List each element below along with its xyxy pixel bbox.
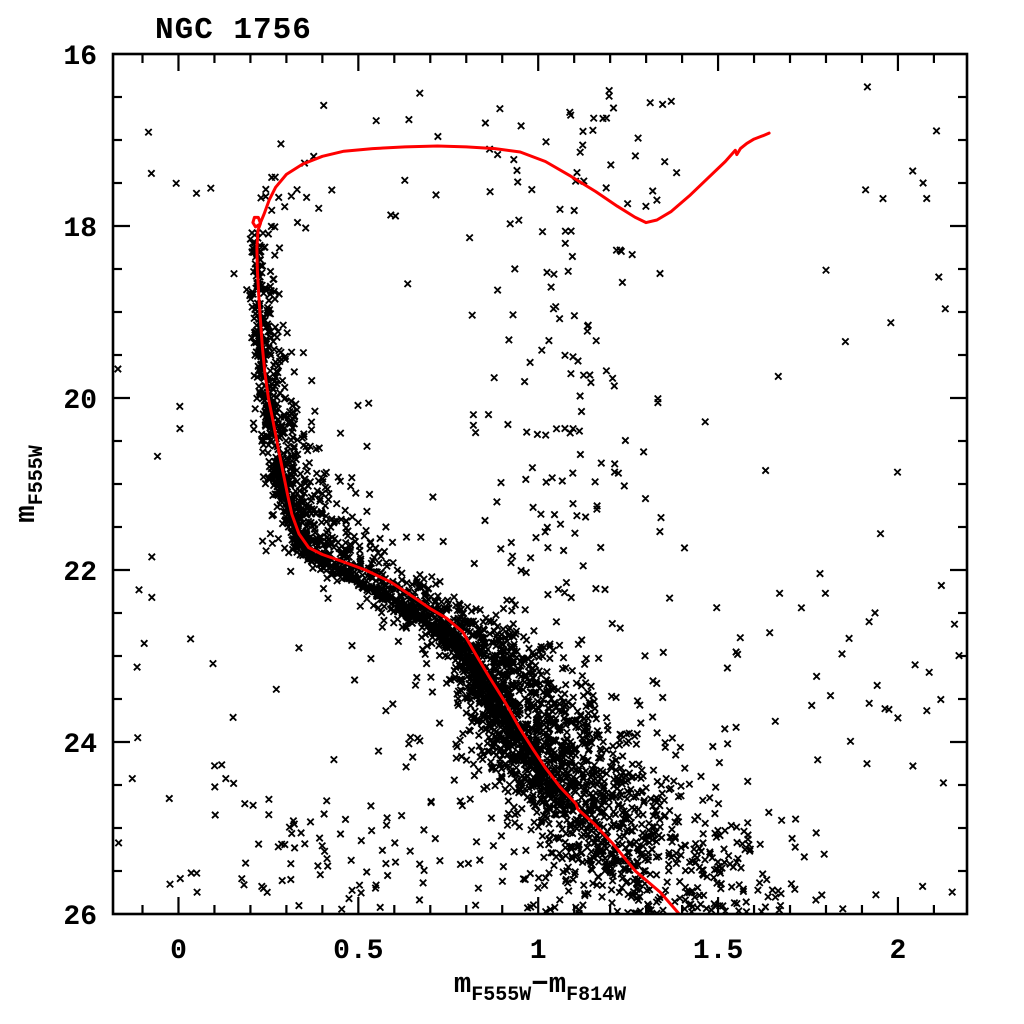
svg-text:mF555W: mF555W [10,445,49,522]
x-tick-label: 0 [170,936,187,967]
x-tick-label: 2 [889,936,906,967]
isochrone-curve [251,131,771,914]
x-tick-label: 1 [530,936,547,967]
y-tick-label: 18 [63,214,97,245]
x-tick-label: 1.5 [693,936,743,967]
x-axis-label: mF555W−mF814W [454,968,626,1007]
scatter-points [114,83,963,914]
y-tick-label: 20 [63,386,97,417]
y-tick-label: 22 [63,558,97,589]
tick-labels: 0 0.5 1 1.5 2 16 18 20 22 24 26 [63,42,906,967]
y-tick-label: 24 [63,730,97,761]
chart-generated-content: 0 0.5 1 1.5 2 16 18 20 22 24 26 mF555W−mF814W mF555W [10,42,969,1007]
chart-title: NGC 1756 [155,13,312,48]
axis-ticks [113,54,967,914]
x-tick-label: 0.5 [333,936,383,967]
y-axis-label: mF555W [10,445,49,522]
y-tick-label: 26 [63,902,97,933]
y-tick-label: 16 [63,42,97,73]
